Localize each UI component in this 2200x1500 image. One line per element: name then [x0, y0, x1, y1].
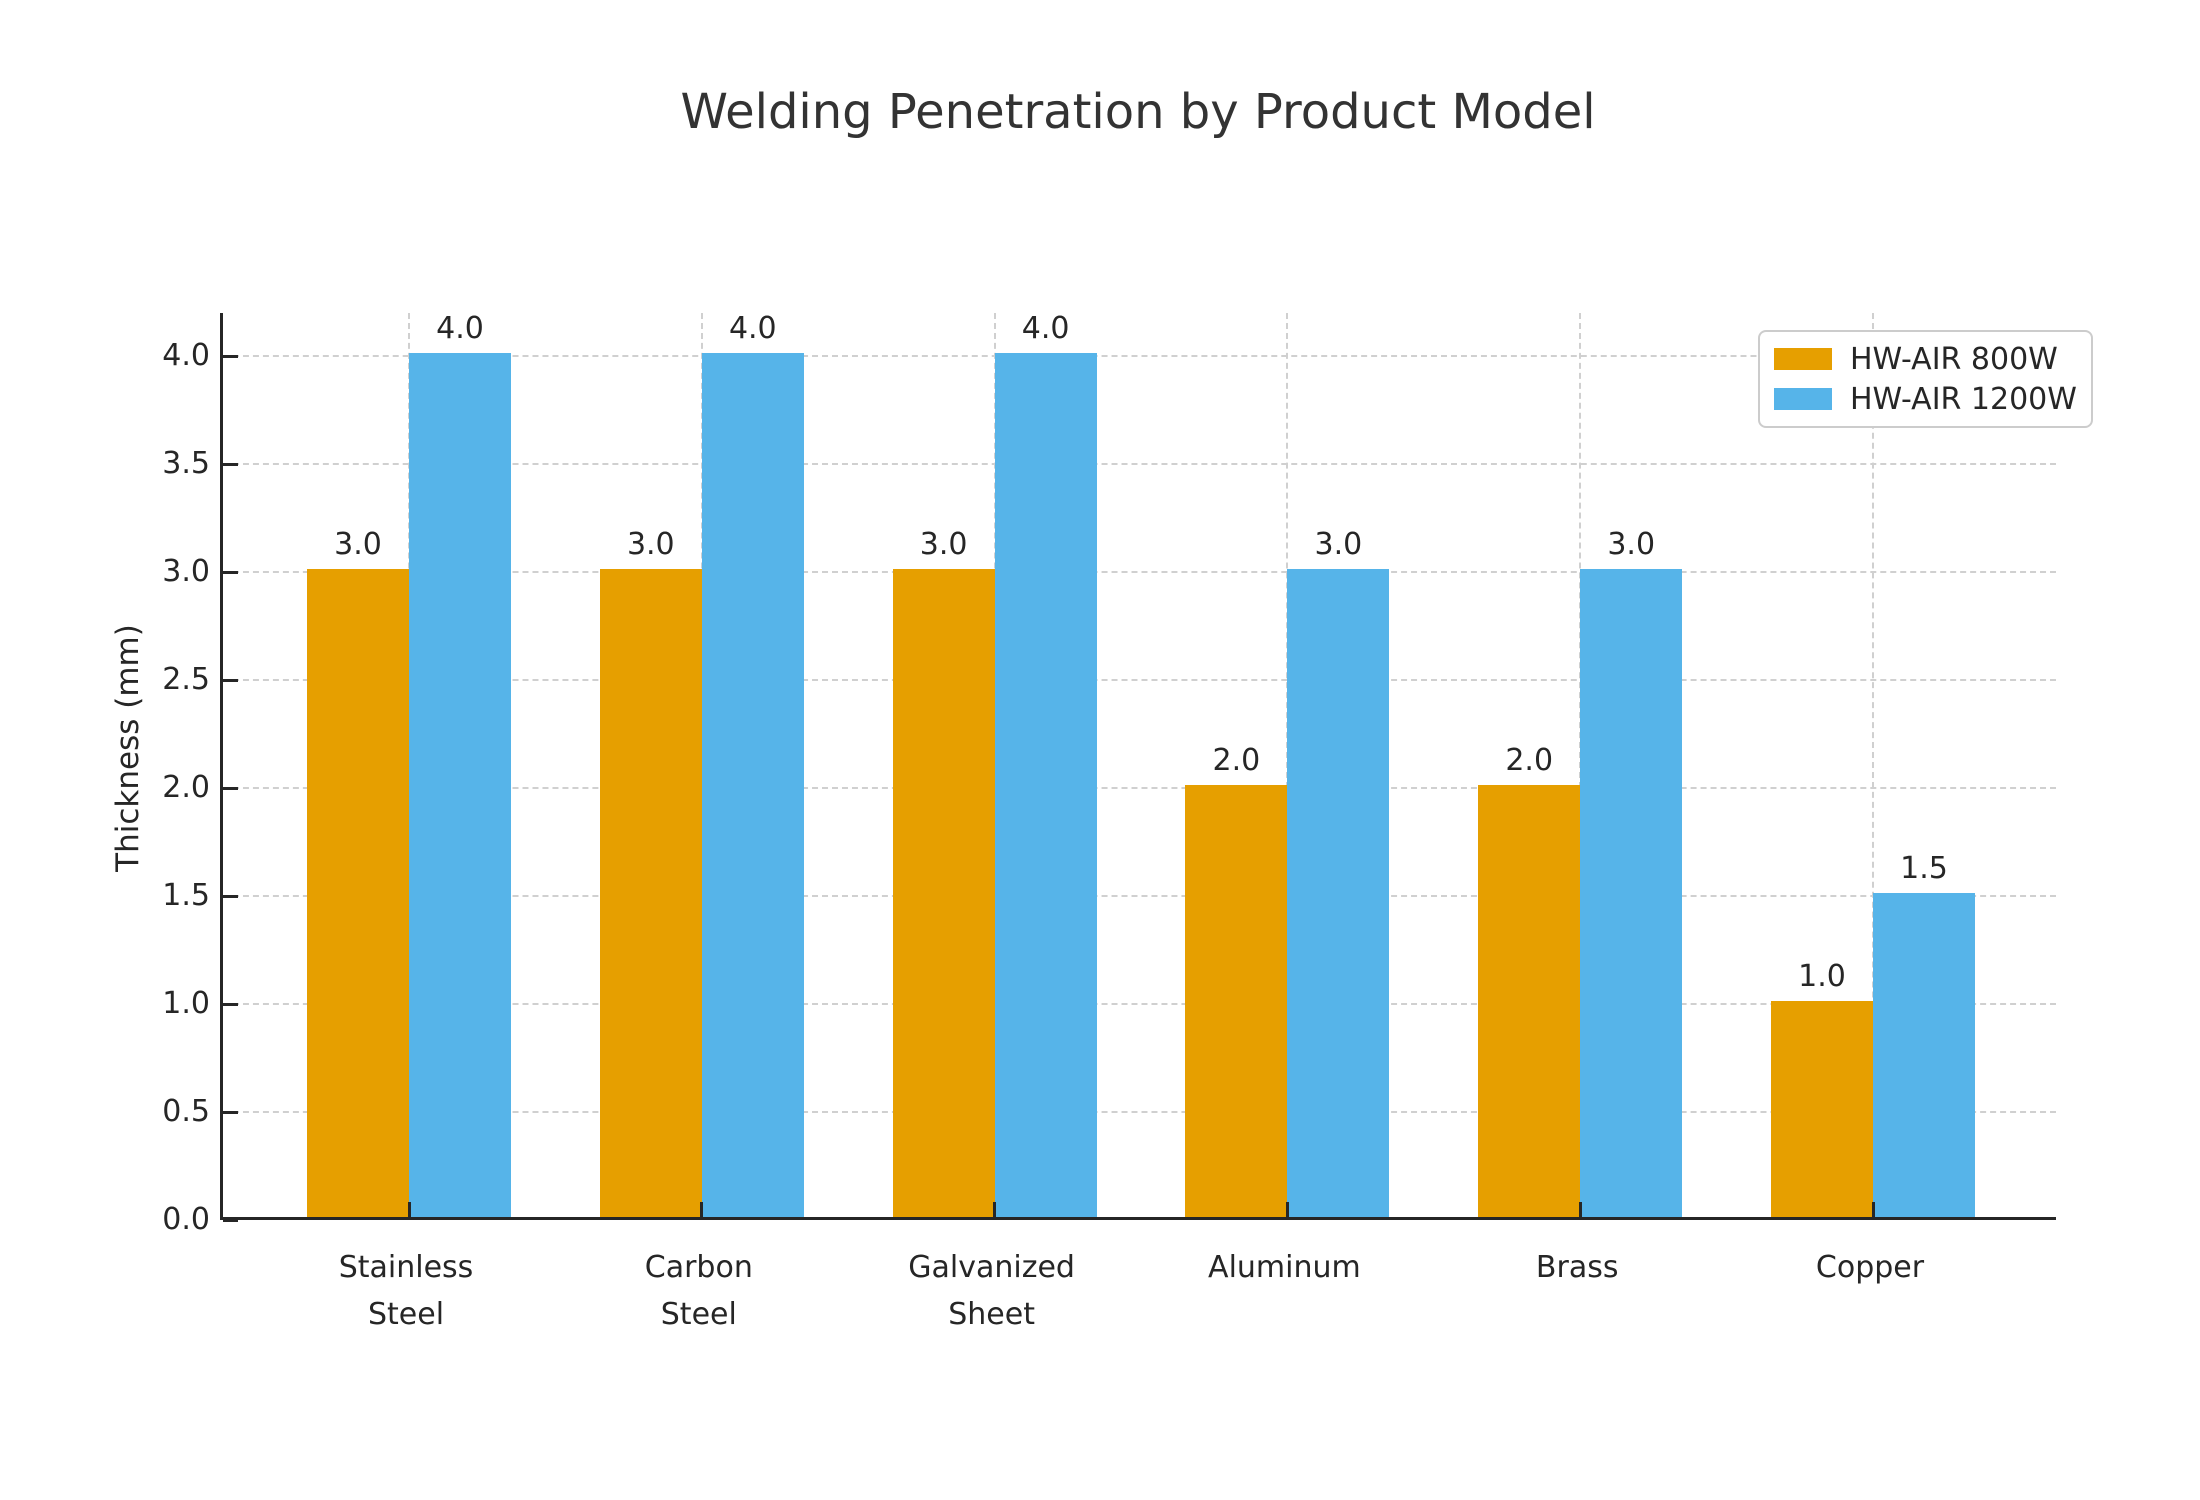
- bar-hw-air-1200w-galvanized-sheet: [994, 353, 1097, 1217]
- bar-hw-air-800w-galvanized-sheet: [892, 569, 995, 1217]
- bar-value-label: 4.0: [1021, 311, 1070, 347]
- h-gridline: [223, 679, 2056, 682]
- bar-hw-air-1200w-carbon-steel: [701, 353, 804, 1217]
- y-tick: [223, 1002, 238, 1006]
- y-tick: [223, 1218, 238, 1222]
- bar-hw-air-1200w-brass: [1580, 569, 1683, 1217]
- bar-value-label: 2.0: [1212, 743, 1261, 779]
- legend-swatch-hw-air-1200w: [1774, 388, 1832, 410]
- y-tick: [223, 462, 238, 466]
- plot-area: 3.0 3.0 3.0 2.0 2.0 1.0 4.0 4.0 4.0 3.0 3.0 1.5: [220, 311, 2056, 1222]
- legend-entry-hw-air-800w: HW-AIR 800W: [1774, 339, 2077, 379]
- x-tick: [993, 1202, 997, 1217]
- legend-label-hw-air-1200w: HW-AIR 1200W: [1850, 381, 2077, 417]
- bar-value-label: 3.0: [919, 527, 968, 563]
- h-gridline: [223, 895, 2056, 898]
- bar-value-label: 1.0: [1798, 959, 1846, 995]
- x-tick: [1285, 1202, 1289, 1217]
- bar-hw-air-800w-aluminum: [1185, 785, 1288, 1217]
- y-tick: [223, 354, 238, 358]
- y-tick-label: 1.0: [162, 986, 210, 1022]
- bar-hw-air-1200w-aluminum: [1287, 569, 1390, 1217]
- y-tick-label: 1.5: [162, 878, 210, 914]
- y-tick-label: 3.5: [162, 446, 210, 482]
- legend: HW-AIR 800W HW-AIR 1200W: [1758, 330, 2093, 428]
- x-tick-label-copper: Copper: [1815, 1250, 1925, 1285]
- y-tick: [223, 678, 238, 682]
- x-tick-label-stainless-steel: Stainless Steel: [338, 1250, 474, 1332]
- y-tick: [223, 786, 238, 790]
- h-gridline: [223, 1111, 2056, 1114]
- h-gridline: [223, 571, 2056, 574]
- x-tick: [1578, 1202, 1582, 1217]
- bar-value-label: 3.0: [1314, 527, 1363, 563]
- h-gridline: [223, 1003, 2056, 1006]
- legend-swatch-hw-air-800w: [1774, 348, 1832, 370]
- legend-entry-hw-air-1200w: HW-AIR 1200W: [1774, 379, 2077, 419]
- y-tick-label: 2.5: [162, 662, 210, 698]
- legend-label-hw-air-800w: HW-AIR 800W: [1850, 341, 2058, 377]
- x-tick-label-galvanized-sheet: Galvanized Sheet: [908, 1250, 1075, 1332]
- bar-hw-air-800w-stainless-steel: [307, 569, 409, 1217]
- x-tick-label-aluminum: Aluminum: [1208, 1250, 1361, 1285]
- v-gridline: [1872, 313, 1874, 1217]
- bar-hw-air-1200w-stainless-steel: [409, 353, 511, 1217]
- y-tick-label: 0.0: [162, 1202, 210, 1237]
- bar-hw-air-800w-copper: [1771, 1001, 1873, 1217]
- x-tick: [1871, 1202, 1875, 1217]
- x-tick: [700, 1202, 704, 1217]
- y-tick-label: 3.0: [162, 554, 210, 590]
- y-tick: [223, 570, 238, 574]
- x-tick-label-brass: Brass: [1535, 1250, 1619, 1285]
- y-tick: [223, 1110, 238, 1114]
- bar-value-label: 1.5: [1900, 851, 1948, 887]
- bar-hw-air-800w-brass: [1478, 785, 1581, 1217]
- bar-value-label: 3.0: [626, 527, 675, 563]
- bar-value-label: 4.0: [436, 311, 484, 347]
- bar-value-label: 3.0: [334, 527, 382, 563]
- x-tick-label-carbon-steel: Carbon Steel: [644, 1250, 753, 1332]
- h-gridline: [223, 355, 2056, 358]
- bar-value-label: 3.0: [1607, 527, 1656, 563]
- y-tick-label: 4.0: [162, 338, 210, 374]
- h-gridline: [223, 463, 2056, 466]
- chart-title: Welding Penetration by Product Model: [680, 84, 1596, 140]
- bar-hw-air-800w-carbon-steel: [599, 569, 702, 1217]
- bar-value-label: 2.0: [1505, 743, 1554, 779]
- h-gridline: [223, 787, 2056, 790]
- bar-hw-air-1200w-copper: [1873, 893, 1975, 1217]
- x-tick: [407, 1202, 411, 1217]
- bar-value-label: 4.0: [728, 311, 777, 347]
- y-tick-label: 2.0: [162, 770, 210, 806]
- y-tick: [223, 894, 238, 898]
- y-tick-label: 0.5: [162, 1094, 210, 1130]
